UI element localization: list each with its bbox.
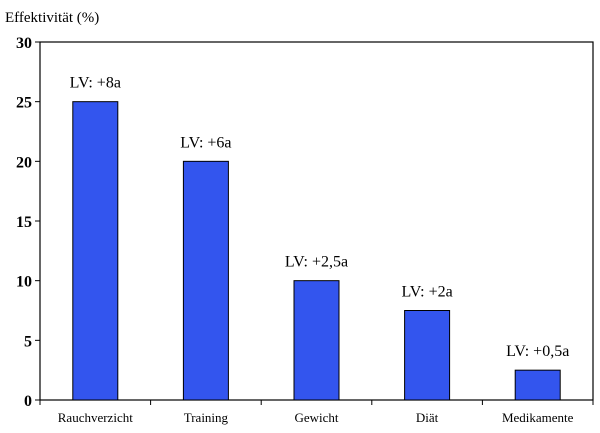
data-label: LV: +0,5a: [506, 343, 569, 360]
x-tick-label: Training: [184, 410, 229, 425]
y-axis-title: Effektivität (%): [5, 10, 99, 26]
bar-4[interactable]: [404, 310, 451, 401]
x-tick-label: Medikamente: [502, 410, 574, 425]
y-tick-label: 10: [16, 274, 32, 291]
bar-5[interactable]: [514, 369, 561, 401]
data-label: LV: +6a: [180, 134, 231, 151]
y-tick-label: 20: [16, 154, 32, 171]
y-tick-label: 15: [16, 214, 32, 231]
y-tick-label: 25: [16, 95, 32, 112]
x-tick-label: Rauchverzicht: [58, 410, 133, 425]
bar-1[interactable]: [72, 101, 119, 401]
data-label: LV: +2,5a: [285, 254, 348, 271]
y-tick-label: 5: [24, 333, 32, 350]
x-tick-label: Gewicht: [294, 410, 338, 425]
bar-2[interactable]: [182, 160, 229, 401]
data-label: LV: +8a: [70, 75, 121, 92]
plot-area: 0 5 10 15 20 25 30 LV: +8a Rauchverzicht LV: +6a T…: [16, 35, 594, 425]
data-label: LV: +2a: [401, 284, 452, 301]
y-tick-label: 30: [16, 35, 32, 52]
y-tick-label: 0: [24, 393, 32, 410]
bar-3[interactable]: [293, 280, 340, 401]
x-tick-label: Diät: [416, 410, 439, 425]
